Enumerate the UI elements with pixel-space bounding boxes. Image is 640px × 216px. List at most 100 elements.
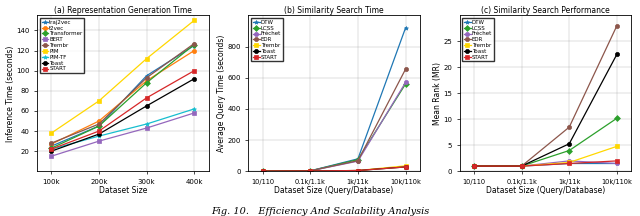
X-axis label: Dataset Size (Query/Database): Dataset Size (Query/Database) bbox=[275, 186, 394, 195]
Line: Toast: Toast bbox=[472, 52, 619, 168]
Line: Toast: Toast bbox=[260, 165, 408, 173]
PIM-TF bbox=[95, 135, 103, 137]
LCSS bbox=[470, 165, 478, 167]
Line: DTW: DTW bbox=[260, 26, 408, 173]
Title: (c) Similarity Search Performance: (c) Similarity Search Performance bbox=[481, 6, 610, 14]
Line: Toast: Toast bbox=[49, 77, 196, 153]
EDR bbox=[565, 126, 573, 128]
X-axis label: Dataset Size: Dataset Size bbox=[99, 186, 147, 195]
Trembr bbox=[518, 165, 525, 167]
Toast bbox=[95, 133, 103, 135]
EDR bbox=[518, 165, 525, 167]
DTW bbox=[307, 170, 314, 172]
Fréchet bbox=[565, 160, 573, 162]
Y-axis label: Inference Time (seconds): Inference Time (seconds) bbox=[6, 45, 15, 141]
traj2vec bbox=[47, 145, 55, 148]
START bbox=[307, 170, 314, 172]
DTW bbox=[402, 27, 410, 29]
LCSS bbox=[307, 170, 314, 172]
BERT bbox=[95, 140, 103, 142]
EDR bbox=[402, 68, 410, 70]
Line: START: START bbox=[472, 159, 619, 168]
EDR bbox=[307, 170, 314, 172]
EDR bbox=[613, 24, 621, 27]
Toast bbox=[191, 77, 198, 80]
traj2vec bbox=[191, 44, 198, 47]
PIM bbox=[47, 132, 55, 134]
Fréchet bbox=[259, 170, 266, 172]
Fréchet bbox=[613, 162, 621, 165]
Trembr bbox=[191, 42, 198, 45]
LCSS bbox=[354, 158, 362, 161]
Toast bbox=[565, 142, 573, 145]
Line: PIM: PIM bbox=[49, 18, 196, 135]
DTW bbox=[518, 165, 525, 167]
traj2vec bbox=[143, 74, 150, 77]
START bbox=[95, 130, 103, 132]
Transformer bbox=[95, 125, 103, 127]
Line: Trembr: Trembr bbox=[49, 41, 196, 145]
LCSS bbox=[518, 165, 525, 167]
PIM bbox=[191, 19, 198, 22]
Line: BERT: BERT bbox=[49, 111, 196, 158]
PIM-TF bbox=[143, 123, 150, 125]
t2vec bbox=[95, 120, 103, 122]
START bbox=[47, 148, 55, 151]
DTW bbox=[259, 170, 266, 172]
Title: (a) Representation Generation Time: (a) Representation Generation Time bbox=[54, 6, 192, 14]
t2vec bbox=[47, 143, 55, 145]
START bbox=[565, 162, 573, 165]
PIM-TF bbox=[47, 148, 55, 151]
Line: EDR: EDR bbox=[260, 67, 408, 173]
Line: PIM-TF: PIM-TF bbox=[49, 107, 196, 151]
START bbox=[191, 69, 198, 72]
Toast bbox=[307, 170, 314, 172]
Y-axis label: Average Query Time (seconds): Average Query Time (seconds) bbox=[217, 35, 226, 152]
Fréchet bbox=[354, 160, 362, 162]
PIM-TF bbox=[191, 108, 198, 110]
Trembr bbox=[470, 165, 478, 167]
Line: EDR: EDR bbox=[472, 24, 619, 168]
PIM bbox=[143, 57, 150, 60]
Line: t2vec: t2vec bbox=[49, 48, 196, 146]
Toast bbox=[354, 169, 362, 172]
Fréchet bbox=[402, 81, 410, 84]
Trembr bbox=[143, 76, 150, 79]
Fréchet bbox=[518, 165, 525, 167]
Toast bbox=[613, 53, 621, 56]
Toast bbox=[259, 170, 266, 172]
t2vec bbox=[191, 49, 198, 52]
Legend: DTW, LCSS, Fréchet, EDR, Trembr, Toast, START: DTW, LCSS, Fréchet, EDR, Trembr, Toast, … bbox=[251, 18, 282, 61]
Transformer bbox=[191, 43, 198, 46]
START bbox=[518, 165, 525, 167]
LCSS bbox=[565, 149, 573, 152]
Toast bbox=[143, 105, 150, 107]
Line: Transformer: Transformer bbox=[49, 42, 196, 150]
Y-axis label: Mean Rank (MR): Mean Rank (MR) bbox=[433, 62, 442, 125]
Line: START: START bbox=[260, 165, 408, 173]
Line: Trembr: Trembr bbox=[260, 164, 408, 173]
Trembr bbox=[354, 169, 362, 172]
Fréchet bbox=[470, 165, 478, 167]
Line: traj2vec: traj2vec bbox=[49, 43, 196, 148]
Trembr bbox=[565, 161, 573, 164]
Line: START: START bbox=[49, 69, 196, 151]
EDR bbox=[354, 159, 362, 162]
BERT bbox=[143, 127, 150, 129]
Transformer bbox=[47, 147, 55, 149]
t2vec bbox=[143, 79, 150, 82]
BERT bbox=[191, 112, 198, 114]
START bbox=[143, 97, 150, 99]
LCSS bbox=[402, 83, 410, 85]
START bbox=[613, 160, 621, 162]
Trembr bbox=[95, 123, 103, 125]
START bbox=[259, 170, 266, 172]
START bbox=[402, 166, 410, 168]
Trembr bbox=[47, 142, 55, 145]
Toast bbox=[470, 165, 478, 167]
Toast bbox=[518, 165, 525, 167]
DTW bbox=[470, 165, 478, 167]
Line: Fréchet: Fréchet bbox=[472, 159, 619, 168]
Line: LCSS: LCSS bbox=[472, 116, 619, 168]
BERT bbox=[47, 155, 55, 157]
